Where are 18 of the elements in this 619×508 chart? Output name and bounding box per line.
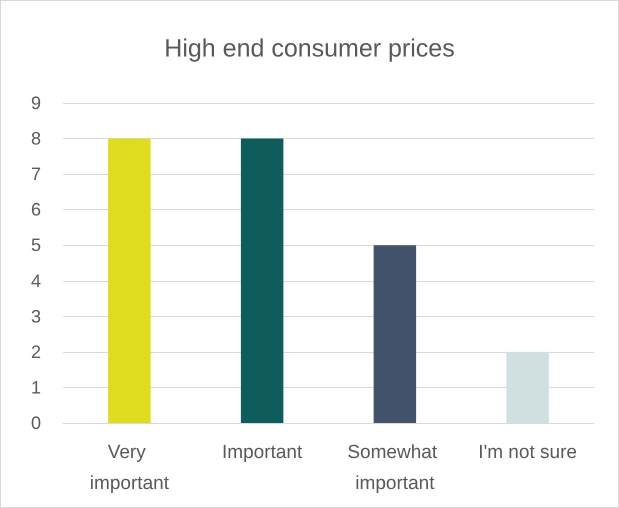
y-tick-label: 0: [30, 413, 41, 433]
y-tick-label: 8: [30, 128, 41, 149]
bar: [374, 245, 416, 423]
bar: [108, 138, 151, 423]
y-tick-label: 6: [30, 200, 41, 220]
x-tick-label: Very important: [90, 442, 170, 494]
x-tick-label: I'm not sure: [478, 442, 577, 463]
y-tick-label: 1: [30, 377, 41, 398]
y-tick-label: 9: [30, 93, 41, 113]
x-tick-label: Important: [222, 442, 303, 463]
y-tick-label: 7: [30, 164, 41, 184]
bar: [240, 138, 284, 423]
y-tick-label: 5: [30, 235, 41, 256]
y-tick-label: 2: [30, 342, 41, 362]
y-tick-label: 4: [30, 270, 41, 291]
chart-title: High end consumer prices: [164, 34, 455, 62]
x-tick-label: Somewhat important: [347, 442, 442, 494]
y-tick-label: 3: [30, 306, 41, 326]
